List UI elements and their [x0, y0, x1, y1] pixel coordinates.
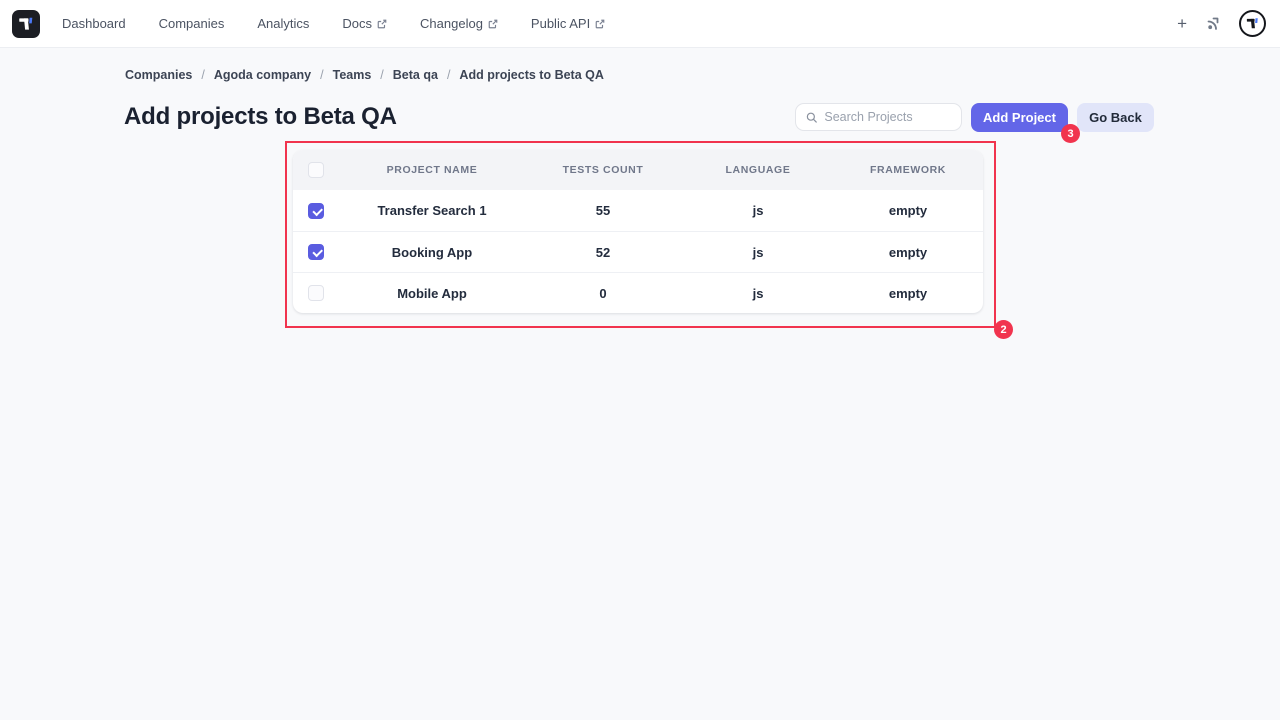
brand-t-icon	[19, 17, 33, 30]
top-navbar: Dashboard Companies Analytics Docs Chang…	[0, 0, 1280, 48]
nav-item-label: Companies	[158, 16, 225, 31]
brand-logo[interactable]	[12, 9, 40, 38]
table-row: Transfer Search 1 55 js empty	[293, 190, 983, 231]
breadcrumb-agoda-company[interactable]: Agoda company	[213, 68, 312, 82]
row-checkbox-cell	[293, 244, 341, 260]
nav-item-changelog[interactable]: Changelog	[420, 16, 498, 31]
search-projects-box	[795, 103, 962, 131]
cell-language: js	[752, 203, 764, 218]
nav-item-label: Analytics	[257, 16, 310, 31]
cell-framework: empty	[888, 244, 928, 260]
navbar-actions: +	[1177, 10, 1266, 37]
cell-project-name: Booking App	[391, 244, 473, 260]
cell-tests-count: 0	[599, 285, 607, 301]
go-back-button[interactable]: Go Back	[1077, 103, 1154, 132]
page-title: Add projects to Beta QA	[124, 103, 397, 130]
breadcrumb-beta-qa[interactable]: Beta qa	[392, 68, 438, 82]
nav-item-dashboard[interactable]: Dashboard	[62, 16, 126, 31]
external-link-icon	[488, 19, 498, 28]
column-header-tests-count[interactable]: TESTS COUNT	[562, 164, 644, 176]
table-header-row: PROJECT NAME TESTS COUNT LANGUAGE FRAMEW…	[293, 150, 983, 190]
column-header-project-name[interactable]: PROJECT NAME	[386, 164, 478, 176]
nav-item-analytics[interactable]: Analytics	[257, 16, 309, 31]
row-checkbox[interactable]	[308, 285, 324, 301]
table-row: Mobile App 0 js empty	[293, 272, 983, 313]
breadcrumb-companies[interactable]: Companies	[125, 68, 193, 82]
cell-tests-count: 52	[595, 244, 611, 260]
main-nav: Dashboard Companies Analytics Docs Chang…	[62, 16, 605, 31]
breadcrumb-current-page: Add projects to Beta QA	[459, 68, 604, 82]
annotation-badge-2: 2	[994, 320, 1013, 339]
header-checkbox-cell	[293, 162, 341, 178]
nav-item-docs[interactable]: Docs	[342, 16, 387, 31]
add-project-button[interactable]: Add Project	[971, 103, 1068, 132]
cell-language: js	[752, 285, 764, 301]
row-checkbox-cell	[293, 285, 341, 301]
user-avatar[interactable]	[1239, 10, 1266, 37]
breadcrumb-separator: /	[446, 68, 451, 82]
breadcrumb-teams[interactable]: Teams	[332, 68, 372, 82]
nav-item-companies[interactable]: Companies	[159, 16, 225, 31]
cell-project-name: Transfer Search 1	[377, 203, 487, 218]
row-checkbox[interactable]	[308, 244, 324, 260]
row-checkbox-cell	[293, 202, 341, 219]
column-header-language[interactable]: LANGUAGE	[725, 164, 791, 176]
nav-item-label: Dashboard	[62, 16, 126, 31]
select-all-checkbox[interactable]	[308, 162, 324, 178]
cell-framework: empty	[888, 285, 928, 301]
nav-item-label: Public API	[530, 16, 591, 31]
table-row: Booking App 52 js empty	[293, 231, 983, 272]
nav-item-public-api[interactable]: Public API	[531, 16, 605, 31]
feed-icon[interactable]	[1204, 15, 1222, 33]
breadcrumb-separator: /	[201, 68, 205, 82]
external-link-icon	[595, 19, 605, 28]
breadcrumb: Companies / Agoda company / Teams / Beta…	[125, 68, 604, 82]
avatar-t-icon	[1246, 18, 1258, 29]
breadcrumb-separator: /	[320, 68, 324, 82]
cell-framework: empty	[888, 203, 928, 218]
cell-tests-count: 55	[595, 203, 611, 218]
nav-item-label: Docs	[342, 16, 373, 31]
external-link-icon	[377, 19, 387, 28]
search-icon	[806, 112, 817, 123]
search-projects-input[interactable]	[824, 110, 951, 124]
column-header-framework[interactable]: FRAMEWORK	[870, 164, 946, 176]
projects-table: PROJECT NAME TESTS COUNT LANGUAGE FRAMEW…	[293, 150, 983, 313]
breadcrumb-separator: /	[380, 68, 384, 82]
row-checkbox[interactable]	[308, 202, 324, 219]
cell-project-name: Mobile App	[397, 285, 467, 301]
nav-item-label: Changelog	[420, 16, 483, 31]
plus-icon[interactable]: +	[1177, 14, 1187, 33]
cell-language: js	[752, 244, 764, 260]
table-body: Transfer Search 1 55 js empty Booking Ap…	[293, 190, 983, 313]
